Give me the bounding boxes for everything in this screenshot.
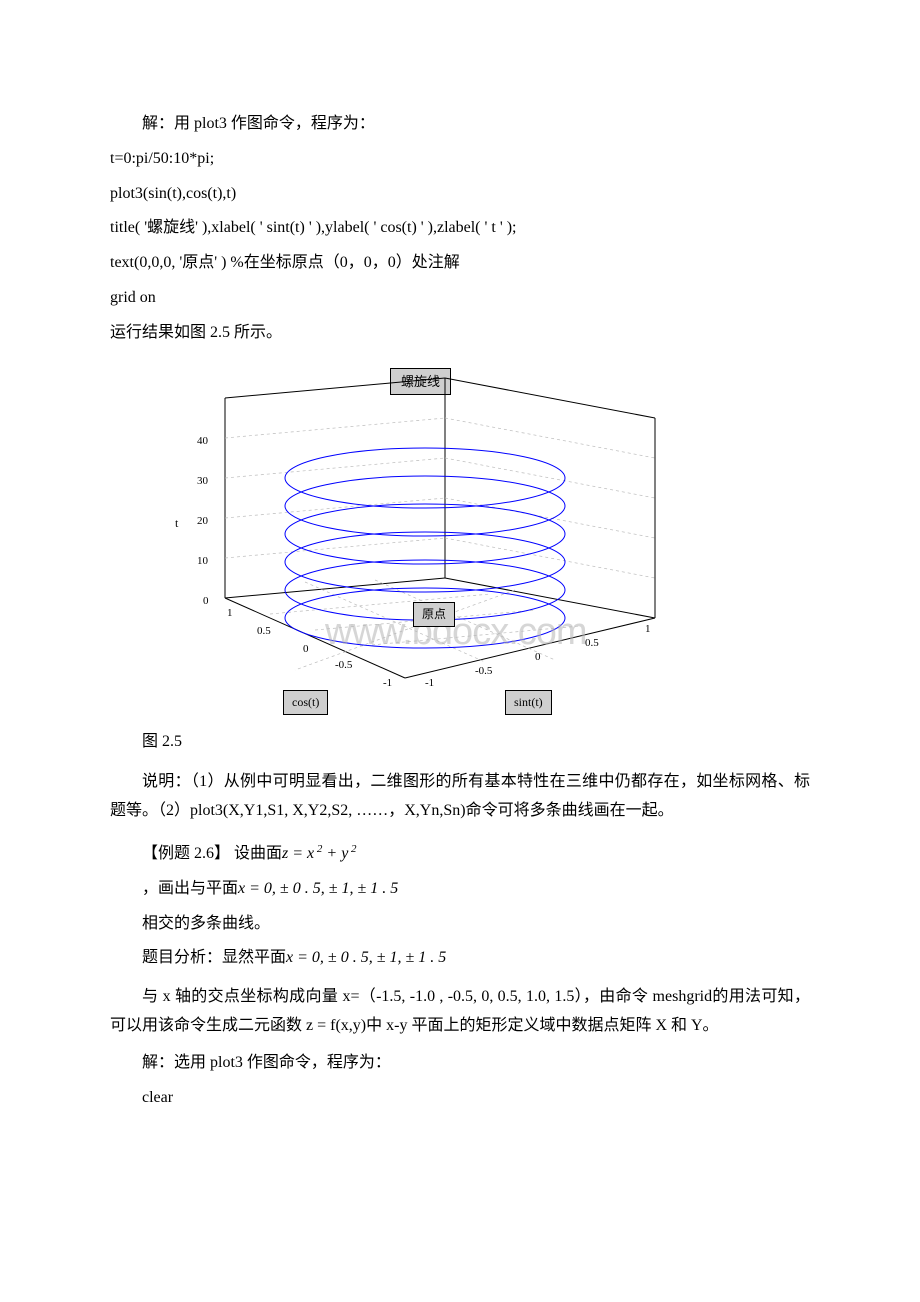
ztick-3: 30: [197, 472, 208, 492]
ex26-code1: clear: [110, 1084, 810, 1113]
ex26-eq1: z = x 2 + y 2: [282, 845, 357, 862]
solution-intro: 解：用 plot3 作图命令，程序为：: [110, 110, 810, 139]
x-axis-label: sint(t): [505, 690, 552, 716]
ex26-prefix: 【例题 2.6】 设曲面: [142, 845, 282, 862]
xtick-n1: -1: [425, 674, 434, 694]
ytick-n1: -1: [383, 674, 392, 694]
ex26-p3: 相交的多条曲线。: [110, 910, 810, 939]
explain-p1: 说明：（1）从例中可明显看出，二维图形的所有基本特性在三维中仍都存在，如坐标网格…: [110, 768, 810, 826]
result-line: 运行结果如图 2.5 所示。: [110, 319, 810, 348]
ex26-planes: x = 0, ± 0 . 5, ± 1, ± 1 . 5: [238, 880, 398, 897]
ex26-planes2: x = 0, ± 0 . 5, ± 1, ± 1 . 5: [286, 949, 446, 966]
xtick-05: 0.5: [585, 634, 599, 654]
code-line-2: plot3(sin(t),cos(t),t): [110, 180, 810, 209]
ex26-analysis-prefix: 题目分析：显然平面: [142, 949, 286, 966]
ztick-1: 10: [197, 552, 208, 572]
example-2-6-label: 【例题 2.6】 设曲面z = x 2 + y 2: [110, 840, 810, 869]
helix-plot: [125, 358, 685, 718]
ytick-05: 0.5: [257, 622, 271, 642]
ztick-0: 0: [203, 592, 209, 612]
ex26-p2-prefix: ，画出与平面: [142, 880, 238, 897]
ztick-4: 40: [197, 432, 208, 452]
code-line-4: text(0,0,0, '原点' ) %在坐标原点（0，0，0）处注解: [110, 249, 810, 278]
ex26-analysis: 题目分析：显然平面x = 0, ± 0 . 5, ± 1, ± 1 . 5: [110, 944, 810, 973]
ytick-0: 0: [303, 640, 309, 660]
xtick-n05: -0.5: [475, 662, 492, 682]
ex26-p2: ，画出与平面x = 0, ± 0 . 5, ± 1, ± 1 . 5: [110, 875, 810, 904]
y-axis-label: cos(t): [283, 690, 328, 716]
xtick-1: 1: [645, 620, 651, 640]
z-axis-label: t: [175, 513, 178, 535]
figure-2-5: 螺旋线: [125, 358, 685, 718]
code-line-5: grid on: [110, 284, 810, 313]
ex26-p4: 与 x 轴的交点坐标构成向量 x=（-1.5, -1.0 , -0.5, 0, …: [110, 983, 810, 1041]
code-line-1: t=0:pi/50:10*pi;: [110, 145, 810, 174]
ztick-2: 20: [197, 512, 208, 532]
code-line-3: title( '螺旋线' ),xlabel( ' sint(t) ' ),yla…: [110, 214, 810, 243]
ytick-1: 1: [227, 604, 233, 624]
xtick-0: 0: [535, 648, 541, 668]
origin-label: 原点: [413, 602, 455, 628]
ex26-sol-prefix: 解：选用 plot3 作图命令，程序为：: [110, 1049, 810, 1078]
figure-caption: 图 2.5: [110, 728, 810, 757]
ytick-n05: -0.5: [335, 656, 352, 676]
